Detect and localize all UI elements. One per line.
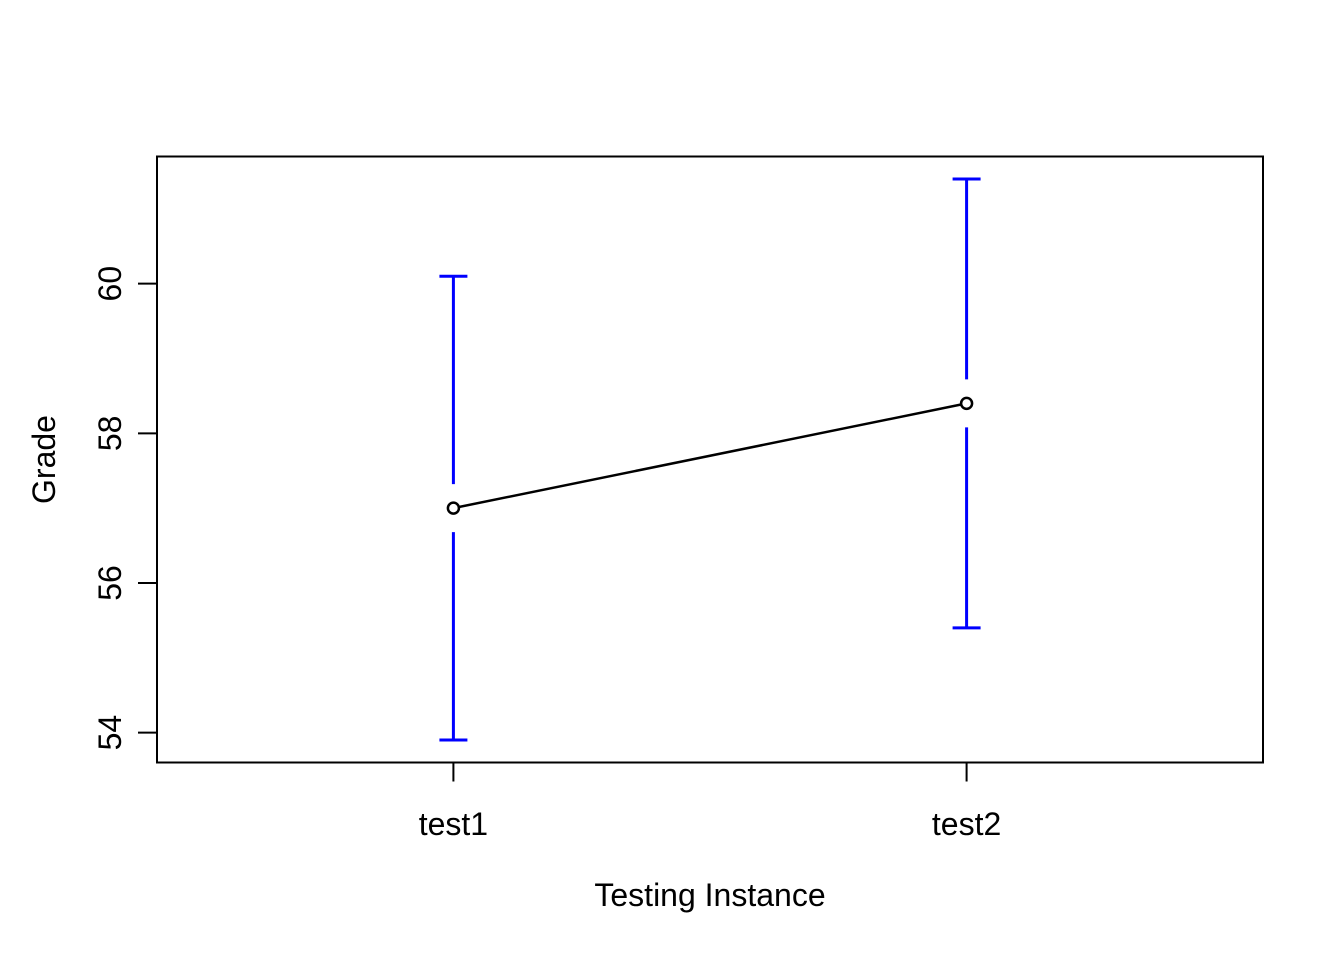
chart-layer: 54 56 58 60 test1 test2 (92, 155, 1264, 842)
plot-border (156, 155, 1264, 764)
x-axis-tick-label: test2 (932, 806, 1001, 842)
x-axis-tick-label: test1 (419, 806, 488, 842)
series-line (453, 402, 967, 510)
y-axis-tick-label: 58 (92, 416, 128, 452)
y-axis-tick-label: 56 (92, 565, 128, 601)
y-axis-title: Grade (26, 415, 62, 504)
y-axis-tick-label: 60 (92, 266, 128, 302)
x-axis-title: Testing Instance (594, 877, 825, 913)
y-axis-tick-label: 54 (92, 715, 128, 751)
data-point-marker (959, 396, 974, 411)
data-point-marker (446, 501, 461, 515)
